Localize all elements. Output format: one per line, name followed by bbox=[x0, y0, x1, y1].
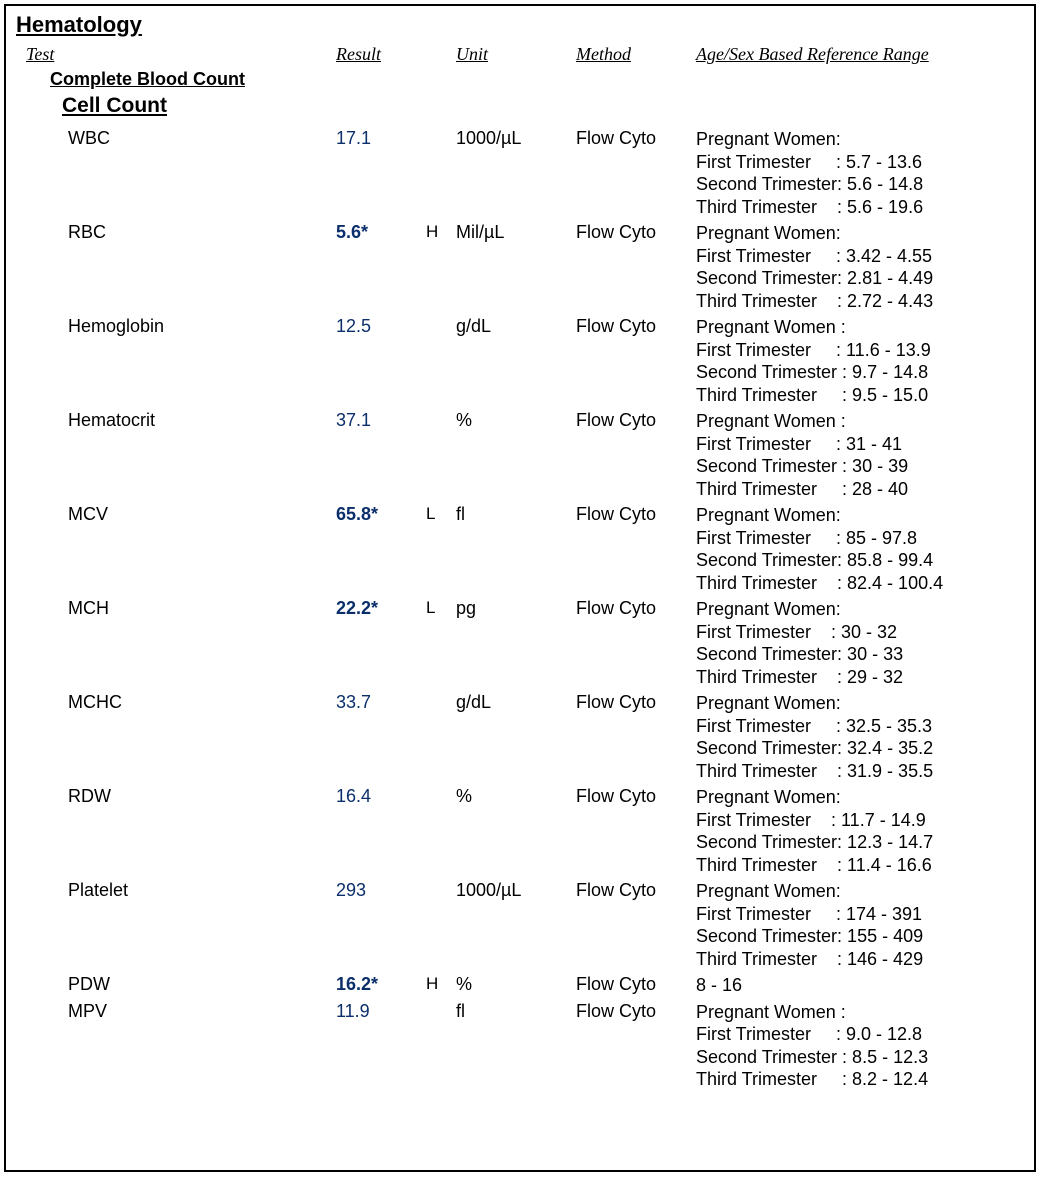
result-value: 22.2* bbox=[336, 598, 426, 619]
method: Flow Cyto bbox=[576, 128, 696, 149]
header-result: Result bbox=[336, 44, 426, 65]
test-name: RDW bbox=[26, 786, 336, 807]
reference-range: Pregnant Women:First Trimester : 174 - 3… bbox=[696, 880, 1024, 970]
unit: fl bbox=[456, 1001, 576, 1022]
method: Flow Cyto bbox=[576, 222, 696, 243]
result-value: 65.8* bbox=[336, 504, 426, 525]
subsection-cbc: Complete Blood Count bbox=[16, 69, 1024, 90]
reference-range: Pregnant Women:First Trimester : 85 - 97… bbox=[696, 504, 1024, 594]
table-row: MCH22.2*LpgFlow CytoPregnant Women:First… bbox=[16, 596, 1024, 690]
column-headers: Test Result Unit Method Age/Sex Based Re… bbox=[16, 44, 1024, 65]
test-name: PDW bbox=[26, 974, 336, 995]
result-value: 5.6* bbox=[336, 222, 426, 243]
result-value: 16.2* bbox=[336, 974, 426, 995]
result-value: 16.4 bbox=[336, 786, 426, 807]
result-value: 37.1 bbox=[336, 410, 426, 431]
test-name: MCH bbox=[26, 598, 336, 619]
method: Flow Cyto bbox=[576, 880, 696, 901]
method: Flow Cyto bbox=[576, 504, 696, 525]
unit: % bbox=[456, 786, 576, 807]
test-name: Hemoglobin bbox=[26, 316, 336, 337]
table-row: RDW16.4%Flow CytoPregnant Women:First Tr… bbox=[16, 784, 1024, 878]
method: Flow Cyto bbox=[576, 974, 696, 995]
method: Flow Cyto bbox=[576, 316, 696, 337]
unit: % bbox=[456, 410, 576, 431]
method: Flow Cyto bbox=[576, 692, 696, 713]
unit: g/dL bbox=[456, 316, 576, 337]
unit: 1000/µL bbox=[456, 880, 576, 901]
table-row: Platelet293 1000/µLFlow CytoPregnant Wome… bbox=[16, 878, 1024, 972]
reference-range: Pregnant Women:First Trimester : 5.7 - 1… bbox=[696, 128, 1024, 218]
test-name: WBC bbox=[26, 128, 336, 149]
reference-range: Pregnant Women:First Trimester : 3.42 - … bbox=[696, 222, 1024, 312]
unit: % bbox=[456, 974, 576, 995]
test-name: Hematocrit bbox=[26, 410, 336, 431]
header-flag-spacer bbox=[426, 44, 456, 65]
method: Flow Cyto bbox=[576, 410, 696, 431]
reference-range: Pregnant Women:First Trimester : 30 - 32… bbox=[696, 598, 1024, 688]
section-title: Hematology bbox=[16, 12, 1024, 38]
reference-range: Pregnant Women:First Trimester : 32.5 - … bbox=[696, 692, 1024, 782]
table-row: MCHC33.7 g/dLFlow CytoPregnant Women:Firs… bbox=[16, 690, 1024, 784]
method: Flow Cyto bbox=[576, 598, 696, 619]
result-value: 12.5 bbox=[336, 316, 426, 337]
result-flag: L bbox=[426, 504, 456, 524]
unit: fl bbox=[456, 504, 576, 525]
result-value: 17.1 bbox=[336, 128, 426, 149]
reference-range: Pregnant Women :First Trimester : 9.0 - … bbox=[696, 1001, 1024, 1091]
results-table: WBC17.11000/µLFlow CytoPregnant Women:Fi… bbox=[16, 126, 1024, 1093]
table-row: WBC17.1 1000/µLFlow CytoPregnant Women:Fi… bbox=[16, 126, 1024, 220]
test-name: Platelet bbox=[26, 880, 336, 901]
header-test: Test bbox=[26, 44, 336, 65]
method: Flow Cyto bbox=[576, 786, 696, 807]
unit: 1000/µL bbox=[456, 128, 576, 149]
reference-range: Pregnant Women :First Trimester : 31 - 4… bbox=[696, 410, 1024, 500]
result-value: 293 bbox=[336, 880, 426, 901]
unit: pg bbox=[456, 598, 576, 619]
result-flag: H bbox=[426, 974, 456, 994]
subsection-cell-count: Cell Count bbox=[16, 94, 1024, 118]
result-value: 11.9 bbox=[336, 1001, 426, 1022]
table-row: MCV65.8*LflFlow CytoPregnant Women:First… bbox=[16, 502, 1024, 596]
report-container: Hematology Test Result Unit Method Age/S… bbox=[4, 4, 1036, 1172]
method: Flow Cyto bbox=[576, 1001, 696, 1022]
table-row: RBC5.6*HMil/µLFlow CytoPregnant Women:Fi… bbox=[16, 220, 1024, 314]
result-flag: L bbox=[426, 598, 456, 618]
reference-range: Pregnant Women :First Trimester : 11.6 -… bbox=[696, 316, 1024, 406]
table-row: Hematocrit37.1%Flow CytoPregnant Women :… bbox=[16, 408, 1024, 502]
header-reference: Age/Sex Based Reference Range bbox=[696, 44, 1024, 65]
test-name: MPV bbox=[26, 1001, 336, 1022]
reference-range: Pregnant Women:First Trimester : 11.7 - … bbox=[696, 786, 1024, 876]
result-flag: H bbox=[426, 222, 456, 242]
test-name: MCV bbox=[26, 504, 336, 525]
table-row: MPV11.9 flFlow CytoPregnant Women :First … bbox=[16, 999, 1024, 1093]
reference-range: 8 - 16 bbox=[696, 974, 1024, 997]
unit: g/dL bbox=[456, 692, 576, 713]
test-name: RBC bbox=[26, 222, 336, 243]
table-row: PDW16.2*H%Flow Cyto8 - 16 bbox=[16, 972, 1024, 999]
header-method: Method bbox=[576, 44, 696, 65]
test-name: MCHC bbox=[26, 692, 336, 713]
header-unit: Unit bbox=[456, 44, 576, 65]
table-row: Hemoglobin12.5 g/dLFlow CytoPregnant Wome… bbox=[16, 314, 1024, 408]
result-value: 33.7 bbox=[336, 692, 426, 713]
unit: Mil/µL bbox=[456, 222, 576, 243]
